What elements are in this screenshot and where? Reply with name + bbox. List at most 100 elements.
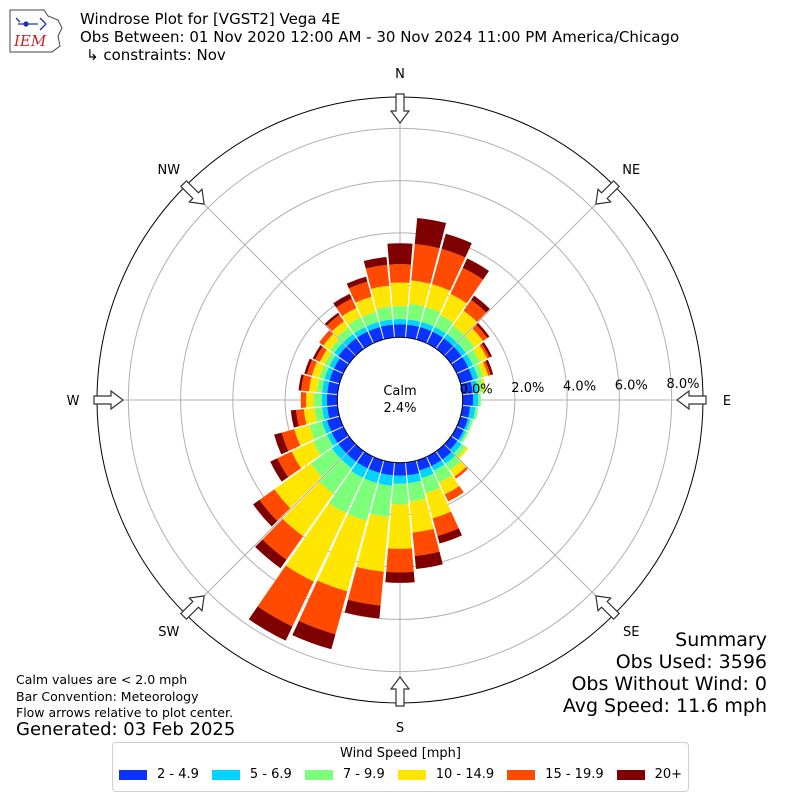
bar-segment	[458, 430, 467, 442]
bar-segment	[462, 394, 474, 406]
bar-segment	[385, 571, 415, 583]
calm-label: Calm	[383, 384, 416, 399]
bar-segment	[432, 511, 459, 536]
summary-title: Summary	[675, 629, 767, 651]
bar-segment	[466, 349, 481, 366]
chart-title: Windrose Plot for [VGST2] Vega 4E	[80, 10, 341, 28]
bar-segment	[450, 267, 484, 304]
flow-arrow	[389, 676, 411, 707]
legend-items: 2 - 4.9 5 - 6.9 7 - 9.9 10 - 14.9 15 - 19.9 2…	[119, 767, 695, 782]
bar-segment	[298, 580, 348, 635]
bar-convention-note: Bar Convention: Meteorology	[16, 689, 199, 704]
bar-segment	[248, 606, 293, 641]
bar-segment	[321, 380, 330, 394]
bar-segment	[308, 376, 320, 393]
bar-segment	[463, 299, 487, 322]
bar-segment	[444, 436, 458, 450]
chart-constraints: ↳ constraints: Nov	[86, 46, 226, 64]
bar-segment	[323, 333, 339, 351]
legend-title: Wind Speed [mph]	[340, 746, 461, 761]
bar-segment	[333, 293, 352, 308]
legend-item: 20+	[616, 767, 682, 782]
bar-segment	[313, 393, 322, 407]
bar-segment	[453, 443, 467, 457]
bar-segment	[341, 453, 357, 469]
bar-segment	[460, 381, 473, 395]
bar-segment	[436, 338, 454, 356]
bar-segment	[262, 519, 304, 560]
bar-segment	[316, 378, 325, 393]
bar-segment	[421, 306, 441, 327]
bar-segment	[473, 407, 479, 420]
radial-tick-label: 0.0%	[460, 382, 493, 397]
bar-segment	[451, 426, 464, 441]
bar-segment	[453, 343, 467, 357]
bar-segment	[443, 333, 457, 347]
bar-segment	[329, 339, 343, 354]
compass-label: SE	[623, 625, 639, 640]
bar-segment	[324, 367, 334, 381]
bar-segment	[449, 461, 467, 477]
windrose-bars	[248, 217, 494, 650]
bar-segment	[411, 243, 440, 284]
flow-arrow	[389, 93, 411, 124]
bar-segment	[270, 458, 289, 482]
legend-swatch	[616, 769, 645, 780]
bar-segment	[432, 326, 446, 338]
bar-segment	[315, 346, 327, 362]
compass-label: W	[67, 394, 80, 409]
bar-segment	[433, 464, 452, 483]
bar-segment	[456, 368, 474, 384]
bar-segment	[338, 436, 356, 454]
bar-segment	[445, 455, 461, 471]
bar-segment	[444, 486, 464, 502]
legend-label: 15 - 19.9	[545, 767, 604, 782]
bar-segment	[310, 448, 341, 478]
bar-segment	[282, 481, 334, 537]
iem-logo: IEM	[9, 9, 63, 53]
bar-segment	[354, 326, 368, 338]
bar-segment	[365, 264, 390, 289]
compass-label: SW	[158, 625, 179, 640]
legend-label: 10 - 14.9	[435, 767, 495, 782]
bar-segment	[460, 431, 469, 444]
calm-note: Calm values are < 2.0 mph	[16, 672, 188, 687]
bar-segment	[414, 551, 443, 570]
bar-segment	[356, 331, 374, 349]
bar-segment	[405, 324, 420, 340]
bar-segment	[274, 463, 322, 509]
radial-tick-label: 4.0%	[563, 380, 596, 395]
bar-segment	[483, 360, 491, 376]
radial-tick-label: 6.0%	[615, 378, 648, 393]
legend-swatch	[119, 769, 147, 780]
radial-tick-label: 2.0%	[511, 381, 544, 396]
bar-segment	[380, 460, 395, 476]
legend-swatch	[397, 769, 426, 780]
bar-segment	[326, 394, 338, 406]
bar-segment	[338, 346, 356, 364]
bar-segment	[327, 405, 340, 419]
bar-segment	[451, 356, 469, 374]
bar-segment	[473, 345, 488, 362]
bar-segment	[407, 303, 425, 322]
bar-segment	[440, 293, 467, 323]
bar-segment	[462, 258, 489, 280]
summary-box: Summary Obs Used: 3596 Obs Without Wind:…	[563, 629, 767, 717]
bar-segment	[421, 473, 441, 494]
bar-segment	[303, 408, 317, 425]
title-block: Windrose Plot for [VGST2] Vega 4E Obs Be…	[80, 10, 679, 64]
flow-arrow	[595, 179, 621, 205]
bar-segment	[368, 456, 384, 474]
summary-obs-used: Obs Used: 3596	[615, 651, 767, 673]
compass-label: N	[395, 67, 405, 82]
chart-subtitle: Obs Between: 01 Nov 2020 12:00 AM - 30 N…	[80, 28, 680, 46]
bar-segment	[387, 243, 413, 265]
legend-item: 2 - 4.9	[119, 767, 199, 782]
bar-segment	[364, 468, 380, 484]
bar-segment	[473, 364, 484, 379]
bar-segment	[332, 321, 349, 337]
summary-obs-without-wind: Obs Without Wind: 0	[571, 673, 767, 695]
flow-arrow	[93, 389, 124, 411]
bar-segment	[416, 326, 432, 344]
bar-segment	[405, 460, 420, 476]
